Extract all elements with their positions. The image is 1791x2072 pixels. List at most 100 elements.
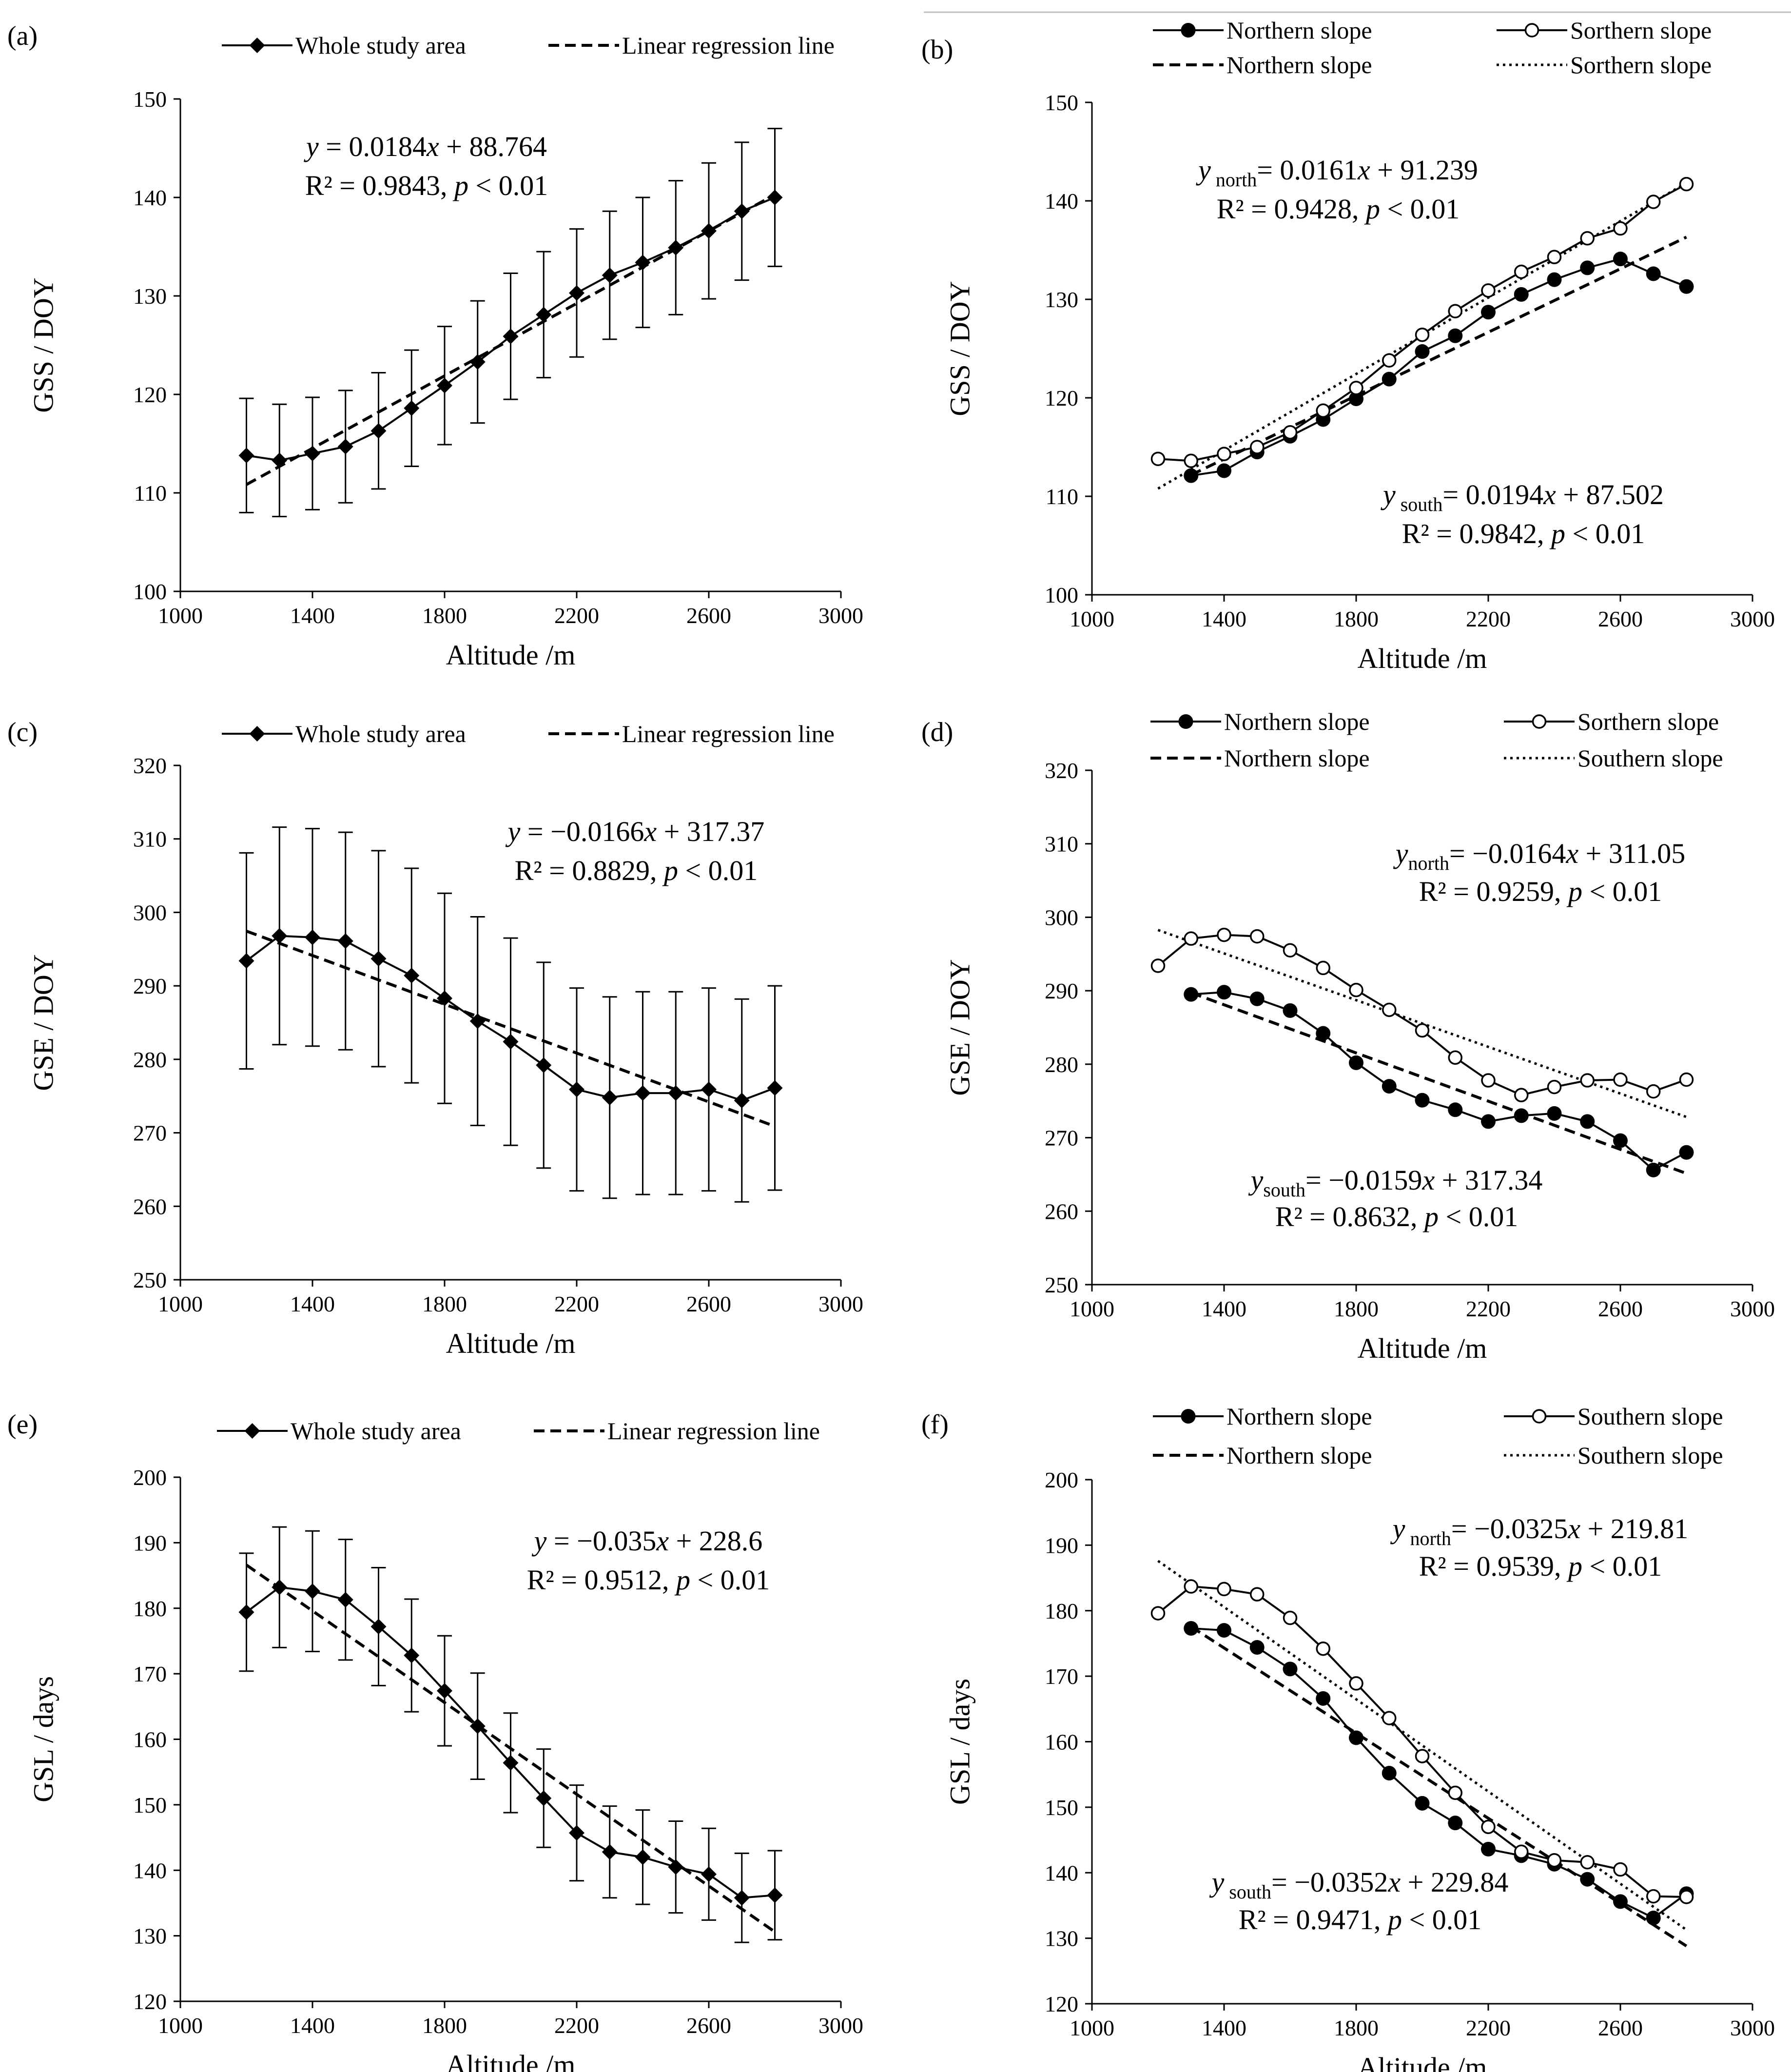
data-point	[1349, 381, 1363, 395]
regression-stats: R² = 0.8829, p < 0.01	[515, 855, 758, 886]
data-point	[635, 254, 651, 271]
equation-x: x	[1567, 1513, 1580, 1544]
x-tick-label: 1000	[158, 2013, 203, 2038]
x-tick-label: 1400	[290, 603, 335, 628]
data-point	[437, 990, 452, 1006]
regression-stats: R² = 0.9843, p < 0.01	[305, 170, 548, 201]
data-point	[1382, 1002, 1397, 1017]
legend-marker	[1532, 714, 1547, 729]
data-point	[1184, 453, 1198, 469]
y-tick-label: 200	[1045, 1467, 1078, 1492]
data-point	[1481, 1114, 1496, 1129]
regression-line-dashed	[1190, 991, 1687, 1175]
data-point	[1679, 1072, 1694, 1087]
data-point	[337, 933, 353, 949]
legend-marker	[1532, 1409, 1547, 1424]
x-tick-label: 3000	[818, 1291, 863, 1316]
x-tick-label: 2200	[554, 2013, 599, 2038]
data-point	[1613, 1133, 1628, 1148]
y-tick-label: 170	[133, 1662, 167, 1686]
legend: Northern slope Sorthern slope Northern slo…	[1153, 17, 1712, 78]
legend-label: Northern slope	[1224, 744, 1370, 772]
legend-label: Linear regression line	[622, 32, 835, 59]
data-point	[1217, 985, 1231, 1000]
y-tick-label: 130	[1045, 1926, 1078, 1951]
data-point	[1547, 1106, 1562, 1121]
data-point	[337, 439, 353, 455]
equation-coefficient: = 0.0194	[1442, 479, 1543, 510]
equation-x: x	[656, 1525, 669, 1557]
x-tick-label: 1400	[1202, 1296, 1246, 1321]
equation-variable: y	[1390, 1513, 1405, 1544]
p-value: < 0.01	[468, 170, 548, 201]
x-tick-label: 1400	[1202, 2015, 1246, 2040]
data-point	[1349, 1676, 1363, 1691]
data-point	[1448, 328, 1463, 343]
y-tick-label: 190	[133, 1530, 167, 1555]
equation-coefficient: = −0.0352	[1271, 1866, 1388, 1898]
data-point	[1613, 221, 1628, 236]
legend-marker	[249, 726, 265, 742]
y-tick-label: 300	[1045, 905, 1078, 930]
y-tick-label: 250	[1045, 1272, 1078, 1297]
data-point	[1481, 283, 1496, 298]
x-tick-label: 1800	[422, 1291, 467, 1316]
data-point	[1316, 1691, 1331, 1706]
data-point	[404, 1647, 420, 1663]
data-point	[1415, 327, 1430, 342]
y-tick-label: 290	[133, 974, 167, 998]
legend-label: Linear regression line	[607, 1417, 820, 1445]
r-squared: R² = 0.9512,	[527, 1564, 676, 1596]
y-tick-label: 170	[1045, 1664, 1078, 1689]
y-tick-label: 120	[133, 382, 167, 407]
equation-intercept: + 311.05	[1578, 838, 1685, 869]
data-point	[272, 928, 288, 944]
y-tick-label: 120	[133, 1989, 167, 2014]
data-point	[1415, 344, 1430, 359]
equation-coefficient: = −0.0166	[520, 816, 644, 847]
legend-label: Southern slope	[1577, 1403, 1723, 1430]
data-point	[1283, 1662, 1298, 1677]
data-point	[569, 1825, 584, 1841]
data-point	[1646, 1910, 1661, 1925]
p-value: < 0.01	[678, 855, 758, 886]
data-point	[635, 1085, 651, 1101]
x-axis-label: Altitude /m	[1358, 643, 1487, 674]
legend-label: Northern slope	[1226, 1403, 1372, 1430]
data-point	[1415, 1796, 1430, 1811]
r-squared: R² = 0.8632,	[1275, 1201, 1424, 1232]
data-point	[1580, 1872, 1595, 1887]
data-point	[1646, 266, 1661, 281]
x-tick-label: 2600	[1598, 2015, 1643, 2040]
legend-label: Sorthern slope	[1570, 17, 1712, 44]
y-axis-label: GSS / DOY	[27, 277, 59, 412]
data-point	[305, 1583, 320, 1599]
panel-label: (b)	[921, 35, 953, 65]
equation-coefficient: = −0.0159	[1305, 1164, 1422, 1196]
y-tick-label: 120	[1045, 386, 1078, 410]
x-axis-label: Altitude /m	[446, 639, 576, 671]
equation-variable: y	[506, 816, 521, 847]
y-tick-label: 150	[1045, 90, 1078, 115]
data-point	[1184, 1579, 1198, 1594]
regression-equation: y south= 0.0194x + 87.502	[1381, 479, 1664, 515]
equation-coefficient: = −0.0164	[1449, 838, 1566, 869]
x-tick-label: 1000	[1070, 606, 1114, 631]
y-tick-label: 320	[133, 753, 167, 778]
equation-variable: y	[1381, 479, 1396, 510]
chart-panel-3: (d) 250 260 270 280 290 300 310 320 1000 1400 1800 2…	[921, 708, 1775, 1364]
x-axis-label: Altitude /m	[446, 2049, 576, 2072]
y-axis-label: GSE / DOY	[27, 954, 59, 1091]
regression-stats: R² = 0.9471, p < 0.01	[1239, 1904, 1482, 1935]
data-point	[1481, 1841, 1496, 1857]
data-point	[437, 377, 452, 393]
data-point	[1249, 1640, 1265, 1655]
p-value: < 0.01	[1565, 518, 1645, 549]
data-point	[1217, 447, 1231, 461]
regression-stats: R² = 0.9539, p < 0.01	[1419, 1550, 1662, 1582]
data-point	[1613, 1894, 1628, 1909]
data-point	[238, 953, 254, 969]
data-point	[536, 1790, 552, 1806]
equation-x: x	[1565, 838, 1578, 869]
p-value: < 0.01	[1380, 193, 1460, 225]
